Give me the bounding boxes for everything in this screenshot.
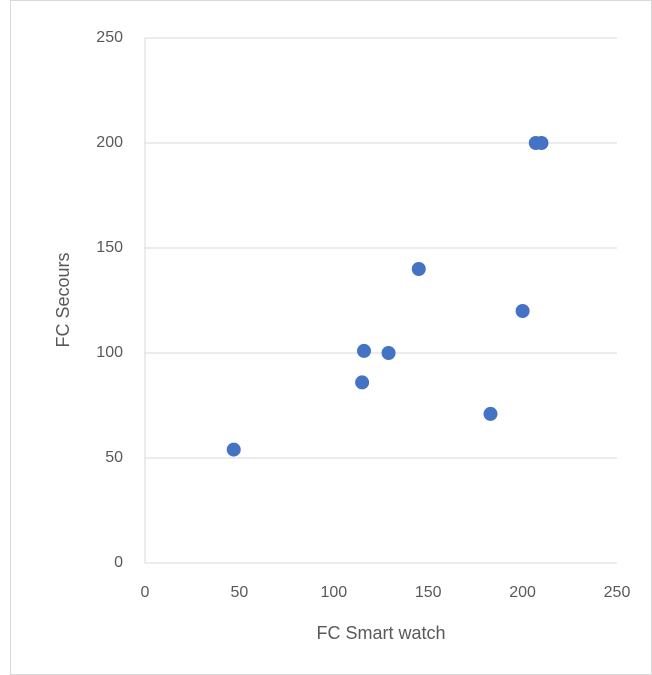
x-tick-label: 100 [320, 584, 347, 601]
x-axis-title: FC Smart watch [316, 623, 445, 643]
x-tick-label: 250 [604, 584, 631, 601]
x-tick-label: 200 [509, 584, 536, 601]
point [534, 136, 549, 150]
y-tick-label: 200 [96, 134, 123, 151]
x-tick-label: 150 [415, 584, 442, 601]
y-tick-label: 100 [96, 344, 123, 361]
point [515, 304, 530, 318]
point [355, 375, 370, 390]
x-tick-label: 50 [231, 584, 249, 601]
y-tick-label: 50 [105, 449, 123, 466]
y-tick-label: 0 [114, 554, 123, 571]
chart-frame [10, 0, 652, 675]
point [483, 406, 498, 421]
point [226, 442, 241, 457]
y-axis-title: FC Secours [53, 252, 73, 347]
x-tick-label: 0 [141, 584, 150, 601]
y-tick-label: 250 [96, 29, 123, 46]
point [411, 262, 426, 276]
point [357, 343, 372, 358]
point [381, 346, 396, 360]
y-tick-label: 150 [96, 239, 123, 256]
